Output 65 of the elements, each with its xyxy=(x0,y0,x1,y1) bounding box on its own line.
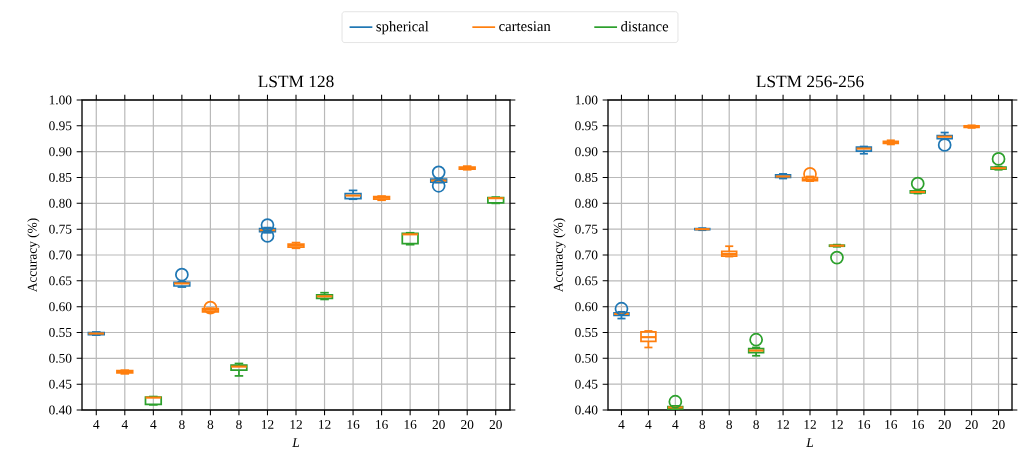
legend-label: cartesian xyxy=(499,21,551,32)
x-tick-label: 4 xyxy=(672,420,679,429)
y-tick-label: 1.00 xyxy=(49,95,72,105)
y-tick-label: 0.90 xyxy=(49,147,72,157)
y-tick-label: 0.55 xyxy=(575,327,598,338)
y-tick-label: 0.80 xyxy=(49,198,72,208)
y-tick-label: 0.65 xyxy=(575,276,598,286)
x-tick-label: 4 xyxy=(645,420,652,429)
y-tick-label: 0.45 xyxy=(575,379,598,389)
chart-title: LSTM 256-256 xyxy=(756,75,864,88)
x-tick-label: 20 xyxy=(938,420,951,430)
y-tick-label: 1.00 xyxy=(575,95,598,105)
x-tick-label: 8 xyxy=(726,420,733,430)
x-axis-title: L xyxy=(806,438,814,447)
x-tick-label: 16 xyxy=(404,420,417,429)
y-tick-label: 0.50 xyxy=(575,353,598,363)
x-tick-label: 12 xyxy=(290,420,302,429)
x-tick-label: 8 xyxy=(699,420,706,430)
x-tick-label: 12 xyxy=(261,420,274,429)
y-tick-label: 0.90 xyxy=(575,147,598,157)
x-tick-label: 4 xyxy=(121,420,128,429)
x-tick-label: 16 xyxy=(347,420,360,429)
y-tick-label: 0.85 xyxy=(575,172,598,183)
x-tick-label: 20 xyxy=(432,420,445,430)
y-tick-label: 0.70 xyxy=(49,250,72,260)
y-axis-title: Accuracy (%) xyxy=(553,218,566,293)
y-tick-label: 0.75 xyxy=(49,224,72,234)
x-tick-label: 8 xyxy=(236,420,242,430)
chart-title: LSTM 128 xyxy=(258,75,334,88)
x-tick-label: 20 xyxy=(965,420,978,430)
legend-label: distance xyxy=(621,21,669,32)
y-tick-label: 0.95 xyxy=(49,121,72,131)
x-tick-label: 12 xyxy=(804,420,816,429)
y-tick-label: 0.50 xyxy=(49,353,72,363)
legend-label: spherical xyxy=(376,21,429,35)
x-tick-label: 8 xyxy=(179,420,185,430)
y-tick-label: 0.60 xyxy=(575,302,598,312)
y-tick-label: 0.55 xyxy=(49,327,72,338)
y-tick-label: 0.65 xyxy=(49,276,72,286)
y-tick-label: 0.85 xyxy=(49,172,72,183)
y-tick-label: 0.40 xyxy=(49,405,72,415)
y-tick-label: 0.70 xyxy=(575,250,598,260)
y-tick-label: 0.40 xyxy=(575,405,598,415)
y-tick-label: 0.80 xyxy=(575,198,598,208)
y-tick-label: 0.60 xyxy=(49,302,72,312)
y-tick-label: 0.75 xyxy=(575,224,598,234)
x-tick-label: 20 xyxy=(461,420,474,430)
x-tick-label: 12 xyxy=(777,420,790,429)
x-tick-label: 16 xyxy=(912,420,925,429)
x-tick-label: 20 xyxy=(992,420,1005,430)
y-axis-title: Accuracy (%) xyxy=(27,218,40,293)
x-tick-label: 16 xyxy=(885,420,898,429)
y-tick-label: 0.95 xyxy=(575,121,598,131)
x-tick-label: 16 xyxy=(858,420,871,429)
x-tick-label: 12 xyxy=(831,420,843,429)
x-tick-label: 20 xyxy=(489,420,502,430)
x-axis-title: L xyxy=(292,438,300,447)
x-tick-label: 12 xyxy=(319,420,331,429)
x-tick-label: 8 xyxy=(753,420,759,430)
x-tick-label: 16 xyxy=(376,420,388,429)
y-tick-label: 0.45 xyxy=(49,379,72,389)
x-tick-label: 4 xyxy=(618,420,625,429)
x-tick-label: 4 xyxy=(150,420,157,429)
x-tick-label: 8 xyxy=(207,420,214,430)
x-tick-label: 4 xyxy=(93,420,100,429)
